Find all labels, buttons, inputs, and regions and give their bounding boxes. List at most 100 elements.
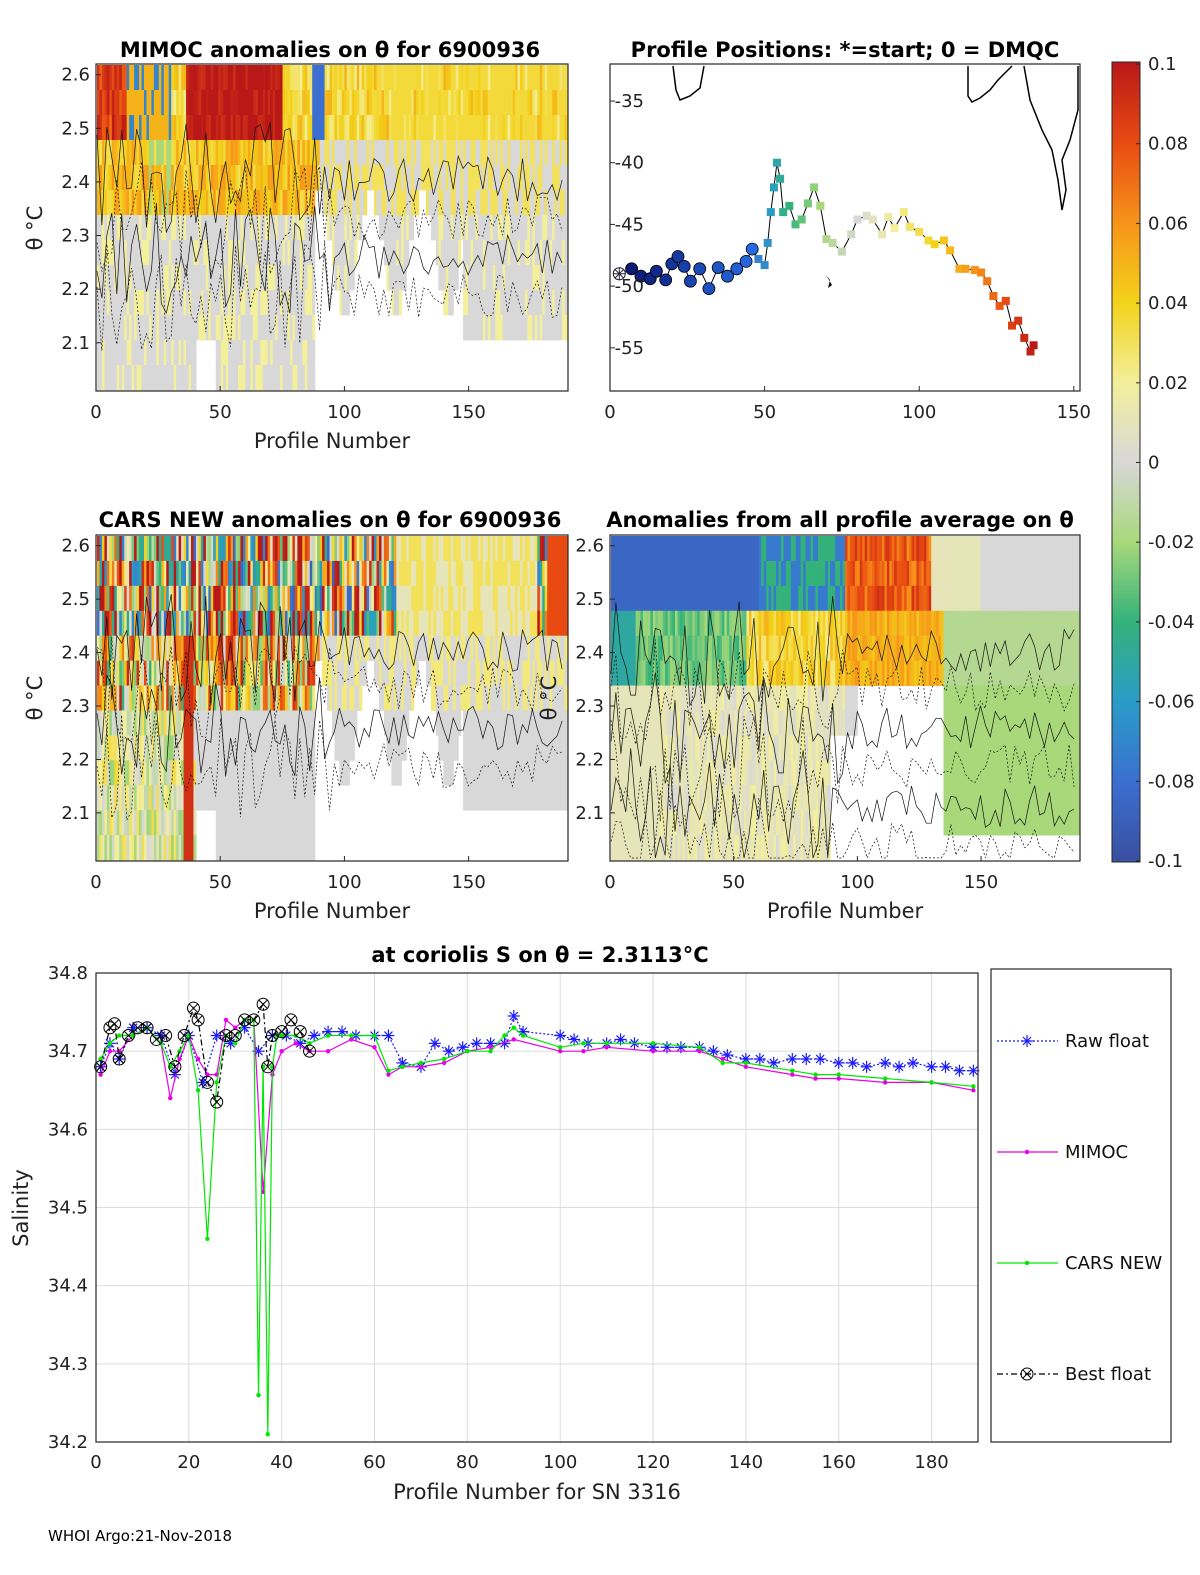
heatmap-cell xyxy=(645,610,649,637)
heatmap-cell xyxy=(131,785,135,811)
heatmap-cell xyxy=(104,215,108,241)
heatmap-cell xyxy=(480,190,484,216)
heatmap-cell xyxy=(547,735,551,761)
heatmap-cell xyxy=(146,340,150,366)
heatmap-cell xyxy=(126,610,130,637)
heatmap-cell xyxy=(349,115,353,141)
heatmap-cell xyxy=(262,290,266,316)
heatmap-cell xyxy=(510,265,514,291)
heatmap-cell xyxy=(709,735,713,761)
heatmap-cell xyxy=(247,190,251,216)
heatmap-cell xyxy=(406,710,410,736)
heatmap-cell xyxy=(285,240,289,266)
heatmap-cell xyxy=(124,315,128,341)
heatmap-cell xyxy=(386,710,390,736)
heatmap-cell xyxy=(312,810,316,836)
heatmap-cell xyxy=(729,635,733,662)
heatmap-cell xyxy=(430,90,435,116)
heatmap-cell xyxy=(438,685,442,711)
heatmap-cell xyxy=(468,536,472,562)
heatmap-cell xyxy=(460,90,464,116)
heatmap-cell xyxy=(203,660,207,686)
heatmap-cell xyxy=(257,835,261,861)
heatmap-cell xyxy=(262,536,266,562)
heatmap-cell xyxy=(517,710,521,736)
heatmap-cell xyxy=(144,140,148,166)
heatmap-cell xyxy=(433,635,437,662)
heatmap-cell xyxy=(280,835,284,861)
heatmap-cell xyxy=(445,536,449,562)
heatmap-cell xyxy=(687,760,691,786)
heatmap-cell xyxy=(208,265,212,291)
heatmap-cell xyxy=(344,90,348,116)
heatmap-cell xyxy=(235,115,239,141)
heatmap-cell xyxy=(309,215,313,241)
heatmap-cell xyxy=(203,140,207,166)
heatmap-cell xyxy=(463,536,467,562)
heatmap-cell xyxy=(195,190,200,216)
heatmap-cell xyxy=(210,536,214,562)
heatmap-cell xyxy=(324,635,328,662)
heatmap-cell xyxy=(413,610,417,637)
heatmap-cell xyxy=(181,265,185,291)
heatmap-cell xyxy=(235,290,239,316)
heatmap-cell xyxy=(344,560,348,587)
heatmap-cell xyxy=(334,685,338,711)
heatmap-cell xyxy=(163,340,167,366)
heatmap-cell xyxy=(178,315,182,341)
position-marker xyxy=(1001,296,1010,305)
heatmap-cell xyxy=(163,760,167,786)
heatmap-cell xyxy=(131,585,135,612)
heatmap-cell xyxy=(223,560,227,587)
heatmap-cell xyxy=(640,585,644,612)
heatmap-cell xyxy=(643,760,647,786)
heatmap-cell xyxy=(111,660,115,686)
heatmap-cell xyxy=(346,685,350,711)
heatmap-cell xyxy=(689,536,693,562)
heatmap-cell xyxy=(205,710,209,736)
heatmap-cell xyxy=(744,536,748,562)
heatmap-cell xyxy=(312,536,316,562)
heatmap-cell xyxy=(148,810,153,836)
heatmap-cell xyxy=(517,685,521,711)
heatmap-cell xyxy=(220,340,224,366)
heatmap-cell xyxy=(153,365,157,391)
heatmap-cell xyxy=(423,635,427,662)
heatmap-cell xyxy=(618,560,622,587)
heatmap-cell xyxy=(401,140,405,166)
heatmap-cell xyxy=(475,710,479,736)
heatmap-cell xyxy=(711,785,716,811)
heatmap-cell xyxy=(689,835,693,861)
heatmap-cell xyxy=(711,585,716,612)
heatmap-cell xyxy=(709,610,713,637)
heatmap-cell xyxy=(468,685,472,711)
heatmap-cell xyxy=(240,190,244,216)
heatmap-cell xyxy=(198,265,202,291)
heatmap-cell xyxy=(739,810,743,836)
heatmap-cell xyxy=(366,90,370,116)
heatmap-cell xyxy=(289,315,294,341)
heatmap-cell xyxy=(205,90,209,116)
heatmap-cell xyxy=(307,560,311,587)
heatmap-cell xyxy=(294,165,298,191)
heatmap-cell xyxy=(524,290,529,316)
heatmap-cell xyxy=(694,810,698,836)
heatmap-cell xyxy=(505,65,509,91)
heatmap-cell xyxy=(257,65,261,91)
heatmap-cell xyxy=(230,610,234,637)
heatmap-cell xyxy=(544,140,548,166)
heatmap-cell xyxy=(99,585,103,612)
heatmap-cell xyxy=(440,165,444,191)
heatmap-cell xyxy=(275,685,279,711)
heatmap-cell xyxy=(346,635,350,662)
heatmap-cell xyxy=(534,635,538,662)
heatmap-cell xyxy=(223,810,227,836)
heatmap-cell xyxy=(250,240,254,266)
heatmap-cell xyxy=(309,190,313,216)
heatmap-cell xyxy=(687,660,691,686)
heatmap-cell xyxy=(339,290,343,316)
heatmap-cell xyxy=(341,660,345,686)
heatmap-cell xyxy=(411,190,415,216)
heatmap-cell xyxy=(475,165,479,191)
heatmap-cell xyxy=(151,610,155,637)
